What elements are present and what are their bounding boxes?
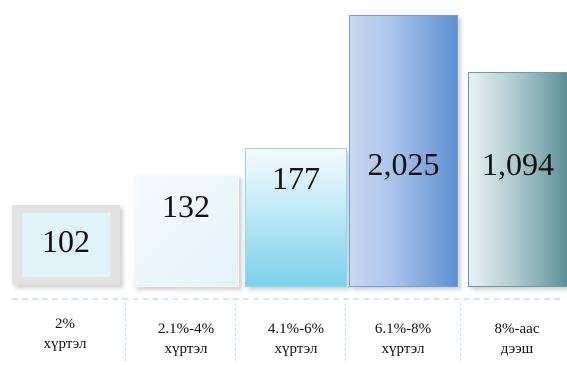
value-label-3: 177 (272, 160, 320, 196)
category-label-5: 8%-аас дээш (494, 321, 540, 357)
bar-5 (468, 72, 567, 287)
bar-1 (12, 205, 120, 285)
bar-1-inner (22, 213, 110, 277)
value-label-5: 1,094 (482, 146, 554, 182)
category-label-3: 4.1%-6% хүртэл (267, 321, 325, 357)
chart-baseline (12, 298, 560, 300)
category-separator-4 (460, 303, 461, 361)
category-label-1: 2% хүртэл (43, 316, 87, 352)
bar-3 (245, 148, 347, 287)
value-label-1: 102 (42, 223, 90, 259)
value-label-2: 132 (162, 188, 210, 224)
category-separator-2 (235, 303, 236, 361)
category-separator-3 (345, 303, 346, 361)
bar-2 (133, 175, 239, 287)
category-separator-1 (125, 303, 126, 361)
value-label-4: 2,025 (367, 146, 440, 182)
bar-4 (349, 15, 458, 287)
category-label-2: 2.1%-4% хүртэл (157, 321, 215, 357)
category-label-4: 6.1%-8% хүртэл (374, 321, 432, 357)
